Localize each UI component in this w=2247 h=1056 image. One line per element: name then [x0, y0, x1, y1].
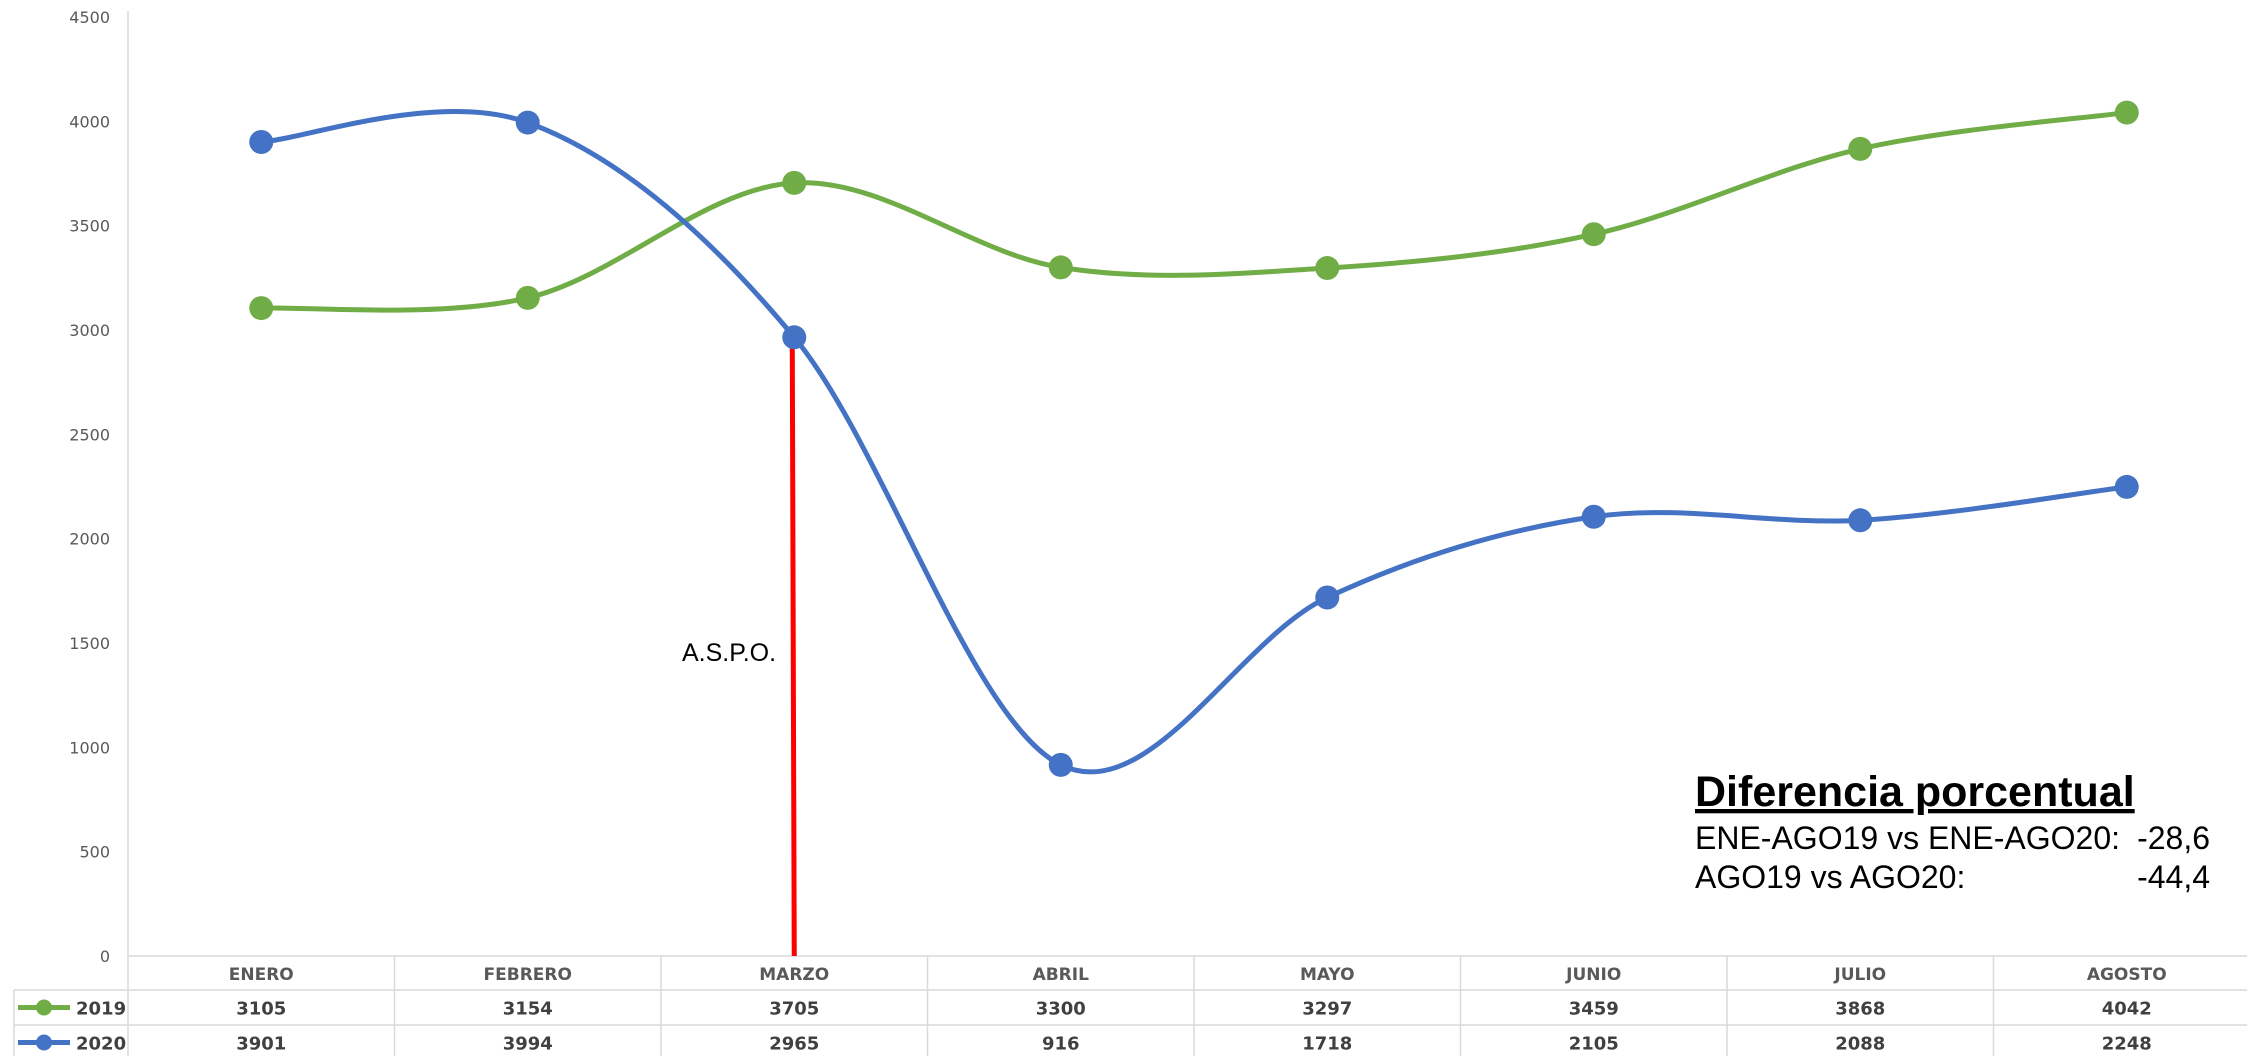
x-tick-label: ENERO	[229, 965, 294, 985]
x-tick-label: JULIO	[1833, 965, 1886, 985]
data-point-2020	[1048, 752, 1073, 777]
data-point-2019	[515, 285, 540, 310]
table-cell: 3459	[1569, 999, 1619, 1020]
y-tick-label: 1500	[69, 634, 110, 653]
y-tick-label: 0	[100, 947, 110, 966]
table-cell: 916	[1042, 1034, 1080, 1055]
data-point-2020	[249, 129, 274, 154]
table-cell: 3994	[503, 1034, 553, 1055]
series-points	[249, 100, 2139, 777]
data-point-2020	[515, 110, 540, 135]
x-tick-label: FEBRERO	[484, 965, 572, 985]
table-cell: 4042	[2102, 999, 2152, 1020]
data-point-2019	[782, 170, 807, 195]
data-point-2020	[1581, 504, 1606, 529]
aspo-label: A.S.P.O.	[682, 639, 776, 667]
data-point-2020	[1848, 508, 1873, 533]
data-point-2019	[1848, 136, 1873, 161]
y-tick-label: 3500	[69, 217, 110, 236]
percent-difference-row-2-label: AGO19 vs AGO20:	[1695, 859, 1965, 895]
percent-difference-row-2-value: -44,4	[2137, 859, 2210, 895]
y-tick-label: 4000	[69, 112, 110, 131]
table-cell: 2965	[769, 1034, 819, 1055]
percent-difference-row-1-label: ENE-AGO19 vs ENE-AGO20:	[1695, 820, 2120, 856]
aspo-line	[789, 337, 797, 957]
table-cell: 3868	[1835, 999, 1885, 1020]
table-cell: 3300	[1036, 999, 1086, 1020]
table-cell: 3901	[236, 1034, 286, 1055]
data-point-2019	[249, 296, 274, 321]
data-point-2020	[1315, 585, 1340, 610]
legend-label: 2019	[76, 999, 126, 1020]
y-tick-label: 500	[79, 843, 110, 862]
x-tick-label: MARZO	[759, 965, 829, 985]
y-tick-label: 2000	[69, 530, 110, 549]
table-cell: 3105	[236, 999, 286, 1020]
y-tick-label: 4500	[69, 8, 110, 27]
data-point-2020	[2114, 474, 2139, 499]
percent-difference-row-1-value: -28,6	[2137, 820, 2210, 856]
x-tick-label: AGOSTO	[2087, 965, 2167, 985]
y-tick-label: 3000	[69, 321, 110, 340]
data-point-2019	[2114, 100, 2139, 125]
aspo-marker: A.S.P.O.	[682, 337, 797, 957]
data-point-2019	[1315, 256, 1340, 281]
table-cell: 3154	[503, 999, 553, 1020]
data-table: ENERO FEBRERO MARZO ABRIL MAYO JUNIO JULIO AGOS…	[13, 955, 2247, 1056]
legend-label: 2020	[76, 1034, 126, 1055]
data-point-2020	[782, 325, 807, 350]
table-cell: 2248	[2102, 1034, 2152, 1055]
percent-difference-title: Diferencia porcentual	[1695, 768, 2135, 816]
data-point-2019	[1581, 222, 1606, 247]
table-cell: 2105	[1569, 1034, 1619, 1055]
table-cell: 3705	[769, 999, 819, 1020]
legend-marker	[36, 999, 52, 1016]
table-cell: 1718	[1302, 1034, 1352, 1055]
legend-marker	[36, 1034, 52, 1051]
series-line-2020	[258, 108, 2130, 775]
table-cell: 2088	[1835, 1034, 1885, 1055]
data-point-2019	[1048, 255, 1073, 280]
table-cell: 3297	[1302, 999, 1352, 1020]
series-line-2019	[258, 110, 2130, 313]
x-tick-label: MAYO	[1300, 965, 1355, 985]
y-tick-label: 1000	[69, 738, 110, 757]
y-tick-label: 2500	[69, 425, 110, 444]
percent-difference-box: Diferencia porcentual ENE-AGO19 vs ENE-A…	[1695, 768, 2210, 895]
y-axis: 0 500 1000 1500 2000 2500 3000 3500 4000 4500	[69, 8, 129, 1056]
x-tick-label: JUNIO	[1565, 965, 1621, 985]
x-tick-label: ABRIL	[1033, 965, 1090, 985]
series-lines	[258, 108, 2130, 775]
